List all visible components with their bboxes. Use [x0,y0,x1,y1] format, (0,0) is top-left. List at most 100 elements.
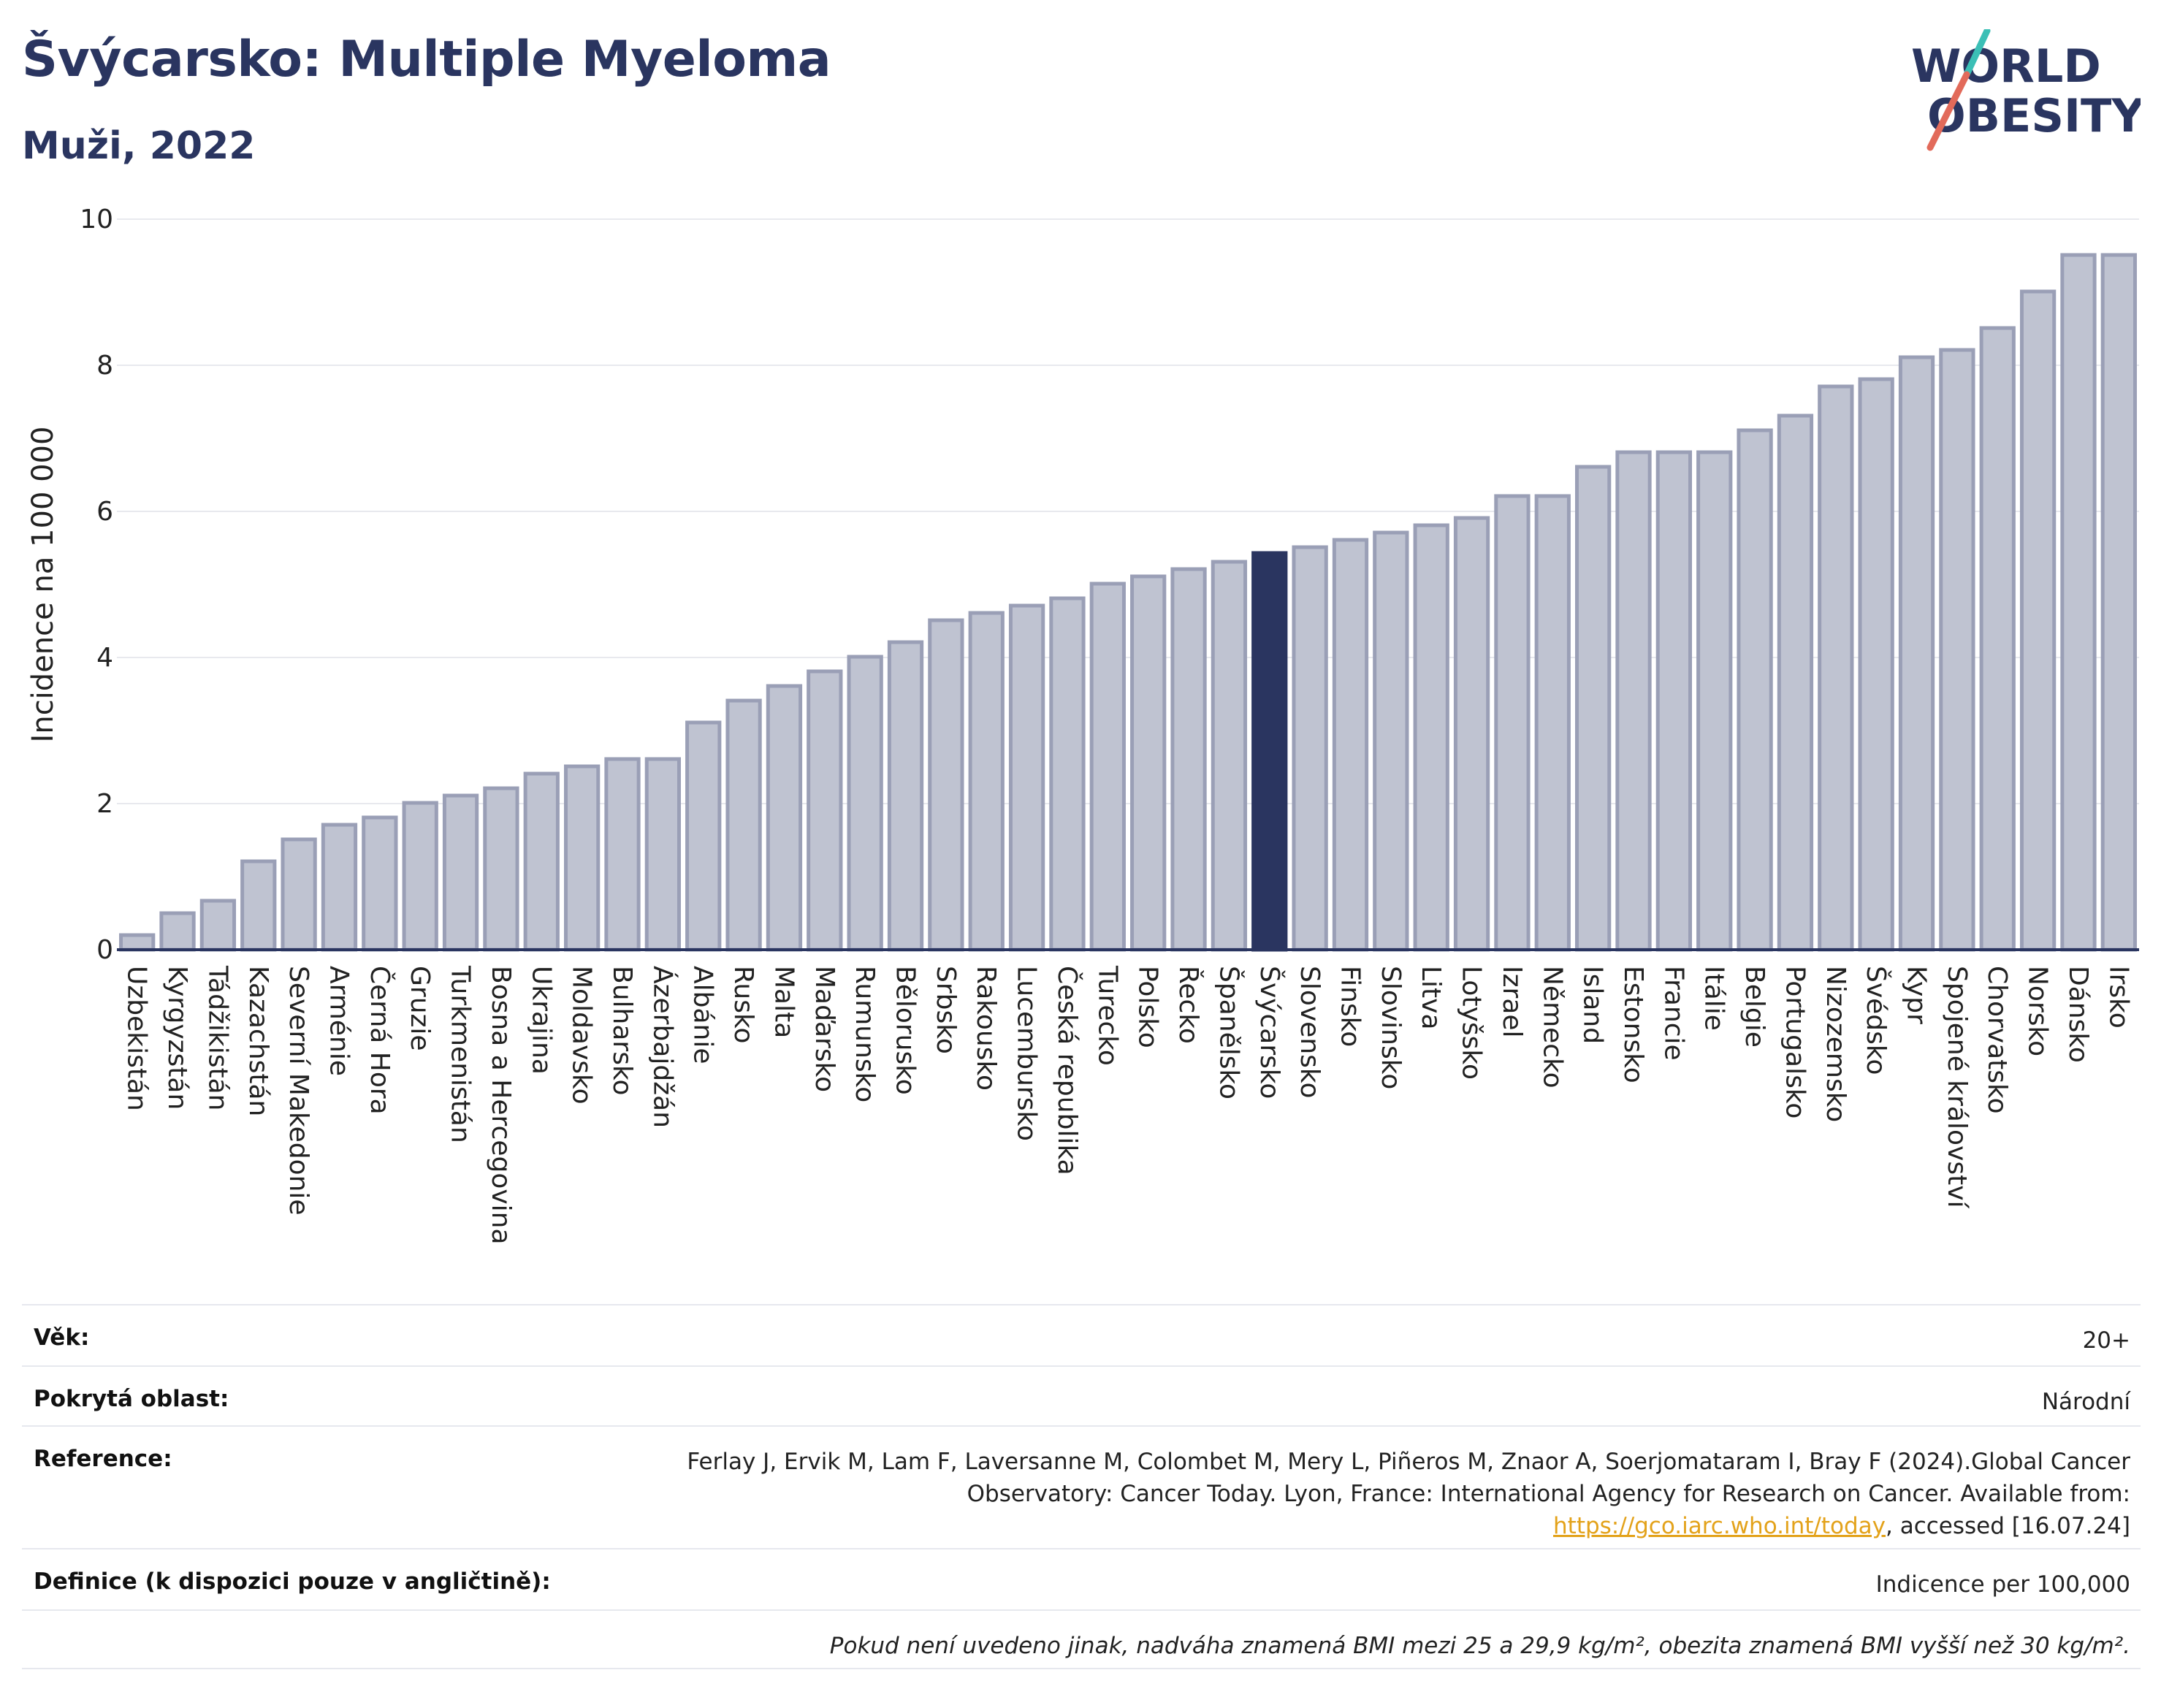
x-tick-label: Bosna a Hercegovina [486,966,516,1245]
x-tick-label: Německo [1537,966,1567,1089]
bar [1170,567,1207,952]
bar [1453,516,1490,952]
bar [1373,530,1409,952]
y-tick-label: 6 [96,497,113,527]
bar [442,793,479,952]
x-tick-label: Maďarsko [809,966,839,1092]
x-tick-label: Rumunsko [850,966,880,1102]
x-tick-label: Dánsko [2063,966,2093,1063]
bar [362,815,398,952]
x-tick-label: Albánie [688,966,718,1064]
x-tick-label: Finsko [1335,966,1365,1047]
bar [807,669,843,952]
x-tick-label: Slovensko [1295,966,1325,1099]
footnote: Pokud není uvedeno jinak, nadváha znamen… [829,1633,2130,1659]
bar [1939,348,1975,952]
y-tick-label: 2 [96,789,113,819]
x-tick-label: Itálie [1699,966,1729,1031]
bar [1534,494,1571,952]
bar [1008,603,1045,952]
logo-text-obesity: OBESITY [1927,89,2141,142]
x-tick-label: Tádžikistán [202,965,232,1110]
x-tick-label: Lucembursko [1012,966,1042,1141]
bar-highlight [1251,551,1288,952]
world-obesity-logo: WORLD OBESITY [1911,29,2141,151]
bar [725,698,762,952]
y-tick-label: 8 [96,351,113,381]
reference-text: Ferlay J, Ervik M, Lam F, Laversanne M, … [687,1449,2130,1507]
x-tick-label: Ukrajina [526,966,556,1075]
x-tick-label: Arménie [324,966,354,1076]
bar [928,618,964,952]
bar [1858,377,1894,952]
x-tick-label: Bělorusko [891,966,921,1095]
x-tick-label: Řecko [1173,966,1204,1044]
metadata-table: Věk: 20+ Pokrytá oblast: Národní Referen… [22,1304,2141,1669]
bar [644,757,682,952]
age-label: Věk: [34,1324,90,1351]
x-tick-label: Uzbekistán [122,966,152,1111]
x-tick-label: Španělsko [1213,966,1244,1099]
bar [483,786,519,952]
bar-chart: 0 2 4 6 8 10 Incidence na 100 000 Uzbekistán Kyr… [26,205,2139,1245]
x-tick-label: Belgie [1739,966,1769,1048]
bar [1818,384,1854,952]
x-tick-label: Kypr [1902,966,1932,1024]
x-tick-label: Kazachstán [243,966,273,1116]
logo-slash-coral [1926,71,1970,151]
x-tick-label: Švýcarsko [1254,966,1285,1099]
x-tick-label: Srbsko [931,966,961,1054]
bar [1332,538,1369,952]
x-tick-label: Litva [1416,966,1446,1030]
bar [1655,450,1693,952]
y-tick-label: 0 [96,935,113,965]
area-value: Národní [2041,1389,2130,1415]
x-tick-label: Lotyšsko [1457,966,1487,1080]
bar [1696,450,1733,952]
bar [604,757,641,952]
bar [1898,355,1935,952]
bar [1737,428,1773,952]
reference-value: Ferlay J, Ervik M, Lam F, Laversanne M, … [625,1446,2130,1542]
x-tick-label: Norsko [2023,966,2053,1056]
bar [1130,574,1167,952]
x-tick-label: Francie [1658,966,1688,1061]
x-tick-label: Rakousko [971,966,1001,1091]
bar [1777,413,1814,952]
x-tick-label: Chorvatsko [1982,966,2012,1114]
logo-slash-teal [1963,29,1991,78]
x-tick-label: Irsko [2103,966,2133,1029]
y-tick-label: 4 [96,643,113,673]
x-tick-label: Černá Hora [365,966,395,1115]
x-tick-label: Nizozemsko [1821,966,1851,1122]
bar [685,720,722,952]
x-tick-label: Estonsko [1618,966,1648,1083]
age-value: 20+ [2082,1327,2130,1354]
bar [1413,523,1449,952]
bar [1292,545,1328,952]
bar [563,764,601,952]
page-title: Švýcarsko: Multiple Myeloma [22,31,831,88]
x-tick-label: Gruzie [405,966,435,1051]
logo-text-world: WORLD [1911,39,2101,93]
bar [1211,560,1248,952]
reference-accessed: , accessed [16.07.24] [1885,1513,2130,1539]
x-tick-label: Malta [769,966,799,1038]
meta-row-note: Pokud není uvedeno jinak, nadváha znamen… [22,1609,2141,1669]
bar [847,655,883,952]
x-tick-label: Švédsko [1861,966,1891,1075]
x-tick-label: Česká republika [1052,966,1083,1175]
bar [2019,289,2057,952]
x-tick-label: Island [1578,966,1608,1044]
x-tick-label: Portugalsko [1780,966,1810,1118]
bar [1979,326,2016,952]
page-subtitle: Muži, 2022 [22,124,256,168]
x-tick-label: Turkmenistán [446,965,476,1143]
bar [281,837,317,952]
bar [321,823,358,952]
bar [2060,253,2097,952]
x-tick-label: Kyrgyzstán [162,966,192,1110]
y-tick-label: 10 [80,205,113,235]
bar [2100,253,2137,952]
reference-link[interactable]: https://gco.iarc.who.int/today [1553,1513,1886,1539]
